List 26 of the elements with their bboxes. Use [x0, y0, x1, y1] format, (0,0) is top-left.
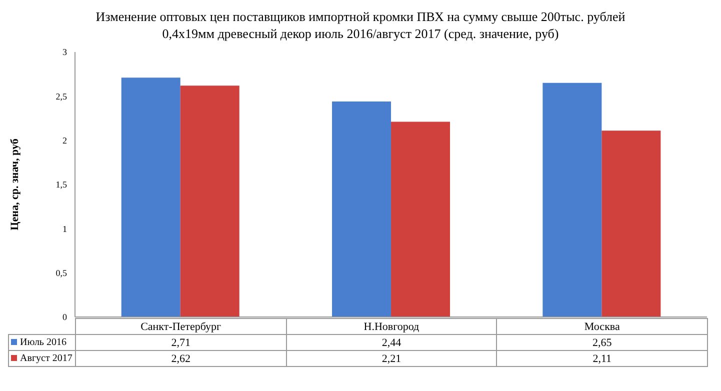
data-label: 2,21: [286, 350, 497, 366]
bar: [180, 86, 240, 317]
y-tick-label: 0: [62, 312, 68, 322]
data-label: 2,44: [286, 334, 497, 350]
data-label: 2,71: [76, 334, 286, 350]
y-tick-label: 2,5: [56, 91, 68, 102]
y-tick-label: 2: [62, 136, 67, 146]
y-axis-title: Цена, ср. знач, руб: [8, 138, 21, 230]
data-label: 2,62: [76, 350, 286, 366]
data-label: 2,65: [496, 334, 708, 350]
y-tick-label: 1,5: [56, 180, 68, 190]
legend-label: Июль 2016: [8, 334, 76, 350]
data-label: 2,11: [496, 350, 708, 366]
y-tick-label: 1: [62, 224, 67, 234]
y-tick-label: 0,5: [56, 268, 68, 278]
chart-title: Изменение оптовых цен поставщиков импортной кромки ПВХ на сумму свыше 200тыс. рублей 0,4х19мм древесный декор июль 2016/август 2017 (сред. значение, руб): [94, 8, 626, 42]
x-tick-label: Н.Новгород: [286, 318, 497, 334]
legend-label: Август 2017: [8, 350, 76, 366]
y-tick-label: 3: [62, 47, 68, 58]
x-tick-label: Москва: [496, 318, 708, 334]
bar: [391, 122, 450, 317]
bar: [332, 101, 392, 317]
bar: [121, 78, 180, 317]
bar: [602, 130, 661, 317]
bar: [542, 82, 602, 317]
x-tick-label: Санкт-Петербург: [76, 318, 286, 334]
